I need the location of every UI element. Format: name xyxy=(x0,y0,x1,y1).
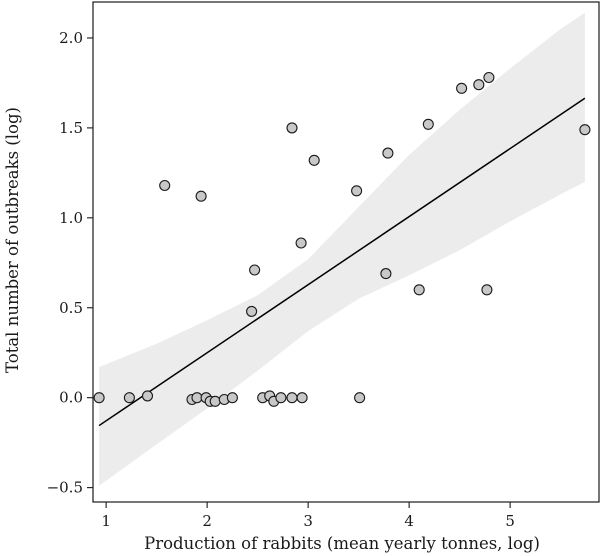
data-point xyxy=(159,179,171,192)
data-point xyxy=(308,154,320,166)
data-point xyxy=(191,392,203,404)
data-point xyxy=(382,147,394,159)
y-tick-label: 0.0 xyxy=(59,389,83,407)
x-axis-label: Production of rabbits (mean yearly tonne… xyxy=(144,534,540,553)
data-point xyxy=(483,71,495,84)
data-point xyxy=(351,185,363,197)
y-axis-label: Total number of outbreaks (log) xyxy=(3,107,22,373)
data-point xyxy=(249,264,261,276)
x-tick-label: 3 xyxy=(303,512,313,530)
y-tick-label: −0.5 xyxy=(47,479,83,497)
data-point xyxy=(286,392,298,404)
y-tick-label: 1.5 xyxy=(59,119,83,137)
plot-frame xyxy=(92,1,600,503)
x-tick-label: 5 xyxy=(505,512,515,530)
data-point xyxy=(286,122,298,134)
data-point xyxy=(354,392,366,404)
confidence-band xyxy=(99,12,585,486)
data-point xyxy=(275,392,287,404)
data-point xyxy=(246,305,258,317)
data-point xyxy=(473,79,485,91)
data-point xyxy=(141,390,154,402)
x-tick-label: 2 xyxy=(202,512,212,530)
x-axis-ticks: 1 2 3 4 5 xyxy=(101,502,515,530)
data-point xyxy=(296,392,308,404)
y-tick-label: 0.5 xyxy=(59,299,83,317)
plot-area xyxy=(93,12,591,486)
data-point xyxy=(93,392,105,404)
data-point xyxy=(295,237,307,249)
data-point xyxy=(123,392,135,404)
data-point xyxy=(380,268,392,280)
data-point xyxy=(195,190,207,202)
data-point xyxy=(456,82,468,94)
y-tick-label: 2.0 xyxy=(59,29,83,47)
regression-line xyxy=(98,97,586,427)
y-tick-label: 1.0 xyxy=(59,209,83,227)
data-point xyxy=(413,284,425,296)
x-tick-label: 4 xyxy=(404,512,414,530)
y-axis-ticks: −0.5 0.0 0.5 1.0 1.5 2.0 xyxy=(47,29,93,497)
data-point xyxy=(481,284,493,296)
data-point xyxy=(209,395,221,407)
data-point xyxy=(226,392,238,404)
data-points xyxy=(93,71,591,407)
data-point xyxy=(579,124,591,136)
data-point xyxy=(422,118,434,130)
x-tick-label: 1 xyxy=(101,512,111,530)
